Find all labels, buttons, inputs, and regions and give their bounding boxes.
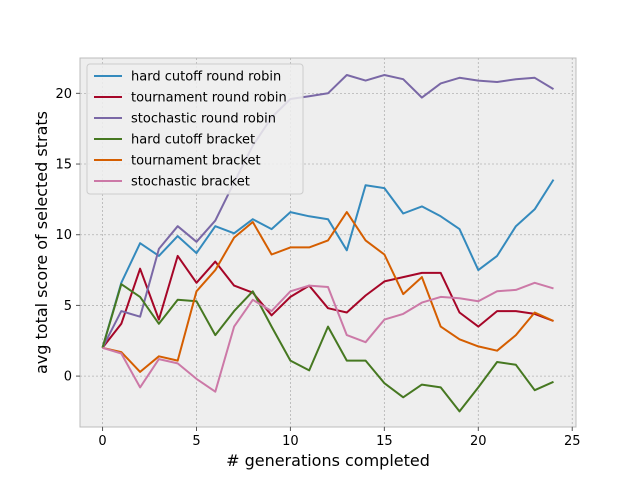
x-tick-label: 15	[376, 434, 393, 449]
y-axis-label: avg total score of selected strats	[32, 111, 51, 374]
y-tick-label: 0	[64, 370, 72, 385]
legend-label: hard cutoff bracket	[131, 133, 255, 148]
legend-label: stochastic round robin	[131, 112, 276, 127]
legend-label: tournament round robin	[131, 91, 287, 106]
y-tick-label: 5	[64, 299, 72, 314]
x-tick-label: 25	[564, 434, 581, 449]
x-tick-label: 10	[282, 434, 299, 449]
series-line-3	[101, 283, 554, 413]
legend-label: hard cutoff round robin	[131, 70, 281, 85]
series-lines	[101, 74, 555, 413]
series-line-2	[101, 74, 555, 349]
y-tick-label: 10	[55, 228, 72, 243]
series-line-1	[101, 254, 554, 349]
y-tick-label: 20	[55, 87, 72, 102]
series-line-4	[102, 211, 554, 373]
legend-box	[86, 63, 304, 195]
legend-label: stochastic bracket	[131, 175, 250, 190]
x-tick-label: 20	[470, 434, 487, 449]
legend-label: tournament bracket	[131, 154, 261, 169]
series-line-0	[101, 179, 555, 349]
x-tick-label: 0	[98, 434, 106, 449]
x-tick-label: 5	[192, 434, 200, 449]
x-axis-label: # generations completed	[226, 451, 430, 470]
x-axis-ticks: 0 5 10 15 20 25	[98, 427, 581, 449]
legend: hard cutoff round robin tournament round …	[86, 63, 304, 195]
series-line-5	[102, 281, 554, 393]
y-axis-ticks: 0 5 10 15 20	[55, 87, 80, 385]
y-tick-label: 15	[55, 158, 72, 173]
